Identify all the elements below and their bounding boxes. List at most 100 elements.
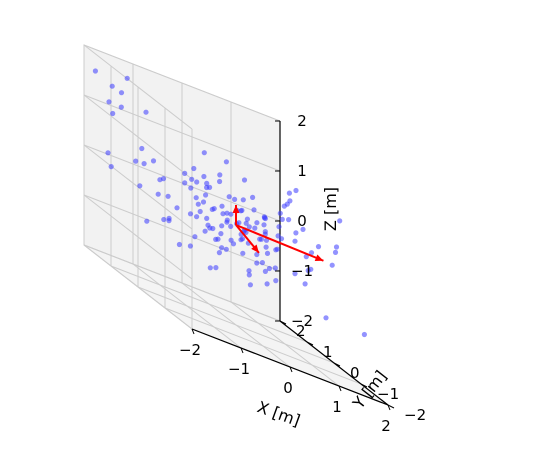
grid-line	[137, 286, 335, 364]
grid-line	[83, 44, 193, 130]
data-point	[182, 180, 188, 186]
data-point	[257, 236, 263, 242]
data-point	[176, 241, 182, 248]
z-tick-label: 1	[297, 162, 307, 180]
data-point	[137, 183, 143, 189]
data-point	[266, 265, 272, 272]
data-point	[209, 206, 215, 212]
z-tick-label: −1	[291, 262, 313, 280]
data-point	[141, 161, 147, 167]
x-tick-label: 1	[332, 398, 342, 416]
data-point	[194, 179, 200, 185]
grid-line	[83, 94, 193, 180]
y-tick-label: −2	[404, 406, 426, 424]
data-point	[210, 225, 216, 232]
data-point	[302, 281, 308, 287]
data-point	[219, 245, 225, 251]
data-point	[110, 110, 116, 117]
x-tick-label: 2	[381, 417, 391, 435]
z-axis-label: Z [m]	[321, 187, 340, 231]
data-point	[203, 192, 209, 198]
data-point	[204, 180, 210, 186]
grid-line	[83, 94, 281, 172]
data-point	[278, 236, 285, 242]
data-point	[243, 220, 249, 226]
data-point	[333, 244, 340, 250]
data-point	[276, 224, 282, 230]
data-point	[252, 225, 258, 231]
data-point	[223, 159, 229, 165]
data-point	[217, 172, 223, 178]
grid-line	[83, 144, 281, 222]
data-point	[166, 218, 172, 224]
data-point	[232, 196, 238, 202]
data-point	[300, 226, 306, 232]
data-point	[139, 145, 145, 152]
data-point	[292, 238, 298, 244]
data-point	[263, 244, 269, 250]
data-point	[219, 203, 225, 209]
y-tick-label: −1	[377, 385, 399, 403]
data-point	[197, 208, 203, 215]
data-point	[201, 173, 207, 180]
data-point	[108, 164, 114, 170]
data-point	[262, 268, 268, 274]
data-point	[277, 210, 283, 216]
data-point	[216, 250, 222, 256]
x-tick-mark	[240, 347, 244, 354]
y-tick-mark	[360, 383, 368, 388]
data-point	[250, 194, 256, 200]
data-point	[251, 207, 257, 213]
data-point	[273, 247, 279, 253]
data-point	[254, 260, 260, 266]
data-point	[204, 184, 210, 191]
data-point	[213, 265, 219, 271]
data-point	[174, 205, 180, 211]
data-point	[286, 217, 292, 223]
y-tick-mark	[279, 320, 287, 325]
data-point	[240, 250, 246, 256]
data-point	[218, 231, 224, 237]
z-tick-label: −2	[291, 312, 313, 330]
data-point	[219, 223, 225, 229]
data-point	[279, 216, 285, 222]
data-point	[187, 243, 193, 249]
data-point	[264, 250, 271, 256]
data-point	[228, 211, 234, 217]
data-point	[228, 223, 234, 229]
data-point	[189, 176, 195, 182]
data-point	[226, 194, 232, 200]
data-point	[201, 150, 207, 156]
data-point	[241, 177, 248, 183]
data-point	[315, 244, 322, 250]
data-point	[293, 187, 299, 194]
tick-labels: −2 −1 0 1 2 −2 −1 0 1 2 −2 −1 0 1 2	[179, 112, 426, 435]
data-point	[118, 90, 125, 96]
x-tick-mark	[338, 385, 342, 392]
data-point	[92, 68, 98, 74]
data-point	[207, 265, 213, 271]
y-tick-label: 2	[296, 322, 306, 340]
x-tick-label: −2	[179, 341, 201, 359]
direction-arrows	[232, 205, 324, 262]
data-point	[308, 266, 314, 272]
grid-line	[230, 301, 340, 387]
y-tick-mark	[306, 341, 314, 346]
data-point	[247, 282, 253, 288]
data-point	[273, 278, 279, 284]
x-tick-label: −1	[228, 360, 250, 378]
data-point	[323, 315, 329, 321]
y-tick-label: 0	[350, 364, 360, 382]
data-point	[292, 271, 298, 277]
data-point	[188, 185, 194, 191]
data-point	[192, 234, 198, 240]
data-point	[150, 158, 157, 164]
data-point	[193, 195, 199, 201]
y-tick-label: 1	[323, 343, 333, 361]
data-point	[118, 104, 124, 110]
data-point	[195, 201, 201, 207]
y-tick-mark	[387, 404, 395, 409]
data-point	[202, 228, 208, 234]
data-point	[286, 190, 292, 196]
grid-line	[83, 44, 281, 122]
